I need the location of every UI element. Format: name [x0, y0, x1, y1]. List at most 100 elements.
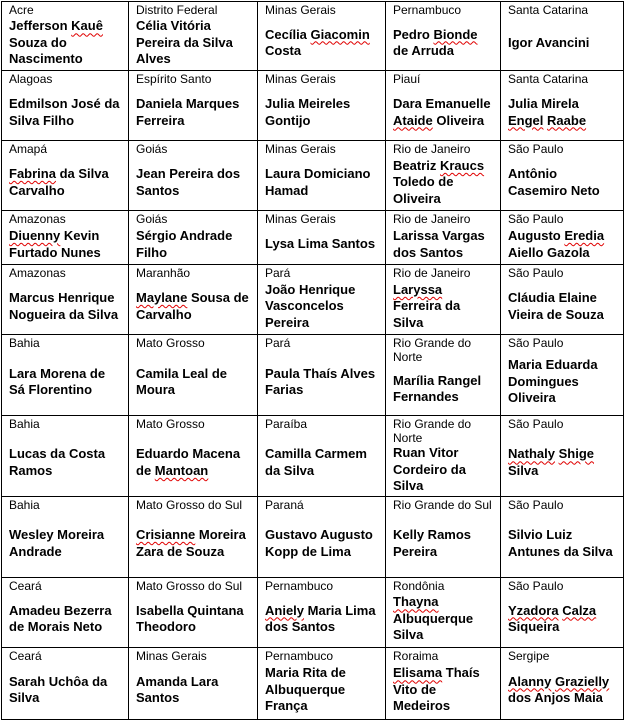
spellcheck-flagged-word[interactable]: Grazielly [554, 673, 610, 689]
cell-content: São Paulo Nathaly Shige Silva [501, 416, 623, 496]
person-name: Antônio Casemiro Neto [508, 156, 617, 210]
person-name-text: Larissa Vargas dos Santos [393, 228, 485, 260]
spellcheck-flagged-word[interactable]: Kauê [71, 18, 103, 34]
cell-content: Mato Grosso Camila Leal de Moura [129, 335, 257, 415]
person-name-text: Ruan Vitor Cordeiro da Silva [393, 445, 466, 493]
spellcheck-flagged-word[interactable]: Alanny [508, 673, 552, 689]
person-name: Gustavo Augusto Kopp de Lima [265, 512, 379, 577]
cell-content: São Paulo Augusto Eredia Aiello Gazola [501, 211, 623, 264]
state-label: Minas Gerais [136, 648, 207, 663]
state-label: São Paulo [508, 417, 564, 431]
spellcheck-flagged-word[interactable]: Mantoan [154, 462, 209, 478]
cell-content: Pernambuco Aniely Maria Lima dos Santos [258, 578, 385, 647]
cell-content: Distrito Federal Célia Vitória Pereira da… [129, 2, 257, 70]
state-label: Goiás [136, 142, 168, 156]
table-cell: Paraná Gustavo Augusto Kopp de Lima [257, 495, 386, 578]
cell-content: Minas Gerais Julia Meireles Gontijo [258, 71, 385, 140]
cell-content: Ceará Amadeu Bezerra de Morais Neto [2, 578, 128, 647]
person-name-text: Eduardo Macena de Mantoan [136, 446, 241, 478]
person-name: Daniela Marques Ferreira [136, 86, 251, 140]
person-name: Isabella Quintana Theodoro [136, 593, 251, 647]
person-name-text: Marcus Henrique Nogueira da Silva [9, 290, 119, 322]
cell-content: São Paulo Maria Eduarda Domingues Oliveir… [501, 335, 623, 415]
table-row: Bahia Lucas da Costa Ramos Mato Grosso Edua… [1, 415, 624, 497]
state-label: Acre [9, 3, 34, 17]
spellcheck-flagged-word[interactable]: Eredia [564, 228, 605, 243]
spellcheck-flagged-word[interactable]: Maylane [136, 290, 188, 305]
spellcheck-flagged-word[interactable]: Elisama [393, 665, 443, 681]
cell-content: Minas Gerais Laura Domiciano Hamad [258, 141, 385, 210]
person-name: Célia Vitória Pereira da Silva Alves [136, 17, 251, 70]
state-label: Rio de Janeiro [393, 266, 471, 280]
state-label: Espírito Santo [136, 72, 212, 86]
table-cell: Pernambuco Maria Rita de Albuquerque Fran… [257, 646, 386, 720]
cell-content: Amazonas Marcus Henrique Nogueira da Silv… [2, 265, 128, 334]
cell-content: Rio de Janeiro Laryssa Ferreira da Silva [386, 265, 500, 334]
spellcheck-flagged-word[interactable]: Crisianne [136, 527, 196, 542]
table-cell: Amazonas Marcus Henrique Nogueira da Silv… [1, 264, 129, 335]
state-label: Distrito Federal [136, 3, 218, 17]
person-name: Edmilson José da Silva Filho [9, 86, 122, 140]
cell-content: Amapá Fabrina da Silva Carvalho [2, 141, 128, 210]
person-name: Camilla Carmem da Silva [265, 431, 379, 496]
table-row: Bahia Lara Morena de Sá Florentino Mato Gr… [1, 334, 624, 416]
spellcheck-flagged-word[interactable]: Laryssa [393, 281, 443, 297]
person-name-text: Aniely Maria Lima dos Santos [265, 602, 376, 635]
person-name-text: Maylane Sousa de Carvalho [136, 290, 249, 322]
spellcheck-flagged-word[interactable]: Nathaly [508, 446, 555, 462]
person-name-text: Lara Morena de Sá Florentino [9, 365, 106, 398]
spellcheck-flagged-word[interactable]: Ataide [393, 112, 433, 128]
person-name-text: Beatriz Kraucs Toledo de Oliveira [393, 157, 485, 206]
table-cell: Maranhão Maylane Sousa de Carvalho [128, 264, 258, 335]
person-name: Amadeu Bezerra de Morais Neto [9, 593, 122, 647]
table-cell: Ceará Sarah Uchôa da Silva [1, 646, 129, 720]
state-label: Paraná [265, 497, 304, 512]
spellcheck-flagged-word[interactable]: Raabe [547, 112, 587, 128]
cell-content: Rio Grande do Norte Marília Rangel Fernan… [386, 335, 500, 415]
person-name-text: Camila Leal de Moura [136, 365, 228, 398]
table-cell: Goiás Sérgio Andrade Filho [128, 210, 258, 265]
table-cell: Pernambuco Pedro Bionde de Arruda [385, 1, 501, 71]
cell-content: Goiás Jean Pereira dos Santos [129, 141, 257, 210]
table-cell: Rio Grande do Norte Ruan Vitor Cordeiro d… [385, 415, 501, 497]
state-label: Amazonas [9, 212, 66, 226]
spellcheck-flagged-word[interactable]: Diuenny [9, 228, 61, 243]
state-label: Bahia [9, 497, 40, 512]
table-cell: Paraíba Camilla Carmem da Silva [257, 415, 386, 497]
table-cell: Distrito Federal Célia Vitória Pereira da… [128, 1, 258, 71]
person-name-text: Sérgio Andrade Filho [136, 228, 233, 260]
spellcheck-flagged-word[interactable]: Kraucs [439, 157, 485, 173]
spellcheck-flagged-word[interactable]: Shige [558, 446, 594, 462]
state-label: Pará [265, 336, 291, 350]
table-row: Alagoas Edmilson José da Silva Filho Espír… [1, 70, 624, 141]
person-name-text: Fabrina da Silva Carvalho [9, 166, 109, 198]
spellcheck-flagged-word[interactable]: Engel [508, 112, 544, 128]
state-label: Minas Gerais [265, 212, 336, 226]
state-label: Santa Catarina [508, 3, 589, 17]
spellcheck-flagged-word[interactable]: Calza [562, 602, 597, 618]
person-name: Augusto Eredia Aiello Gazola [508, 226, 617, 264]
cell-content: Ceará Sarah Uchôa da Silva [2, 648, 128, 719]
spellcheck-flagged-word[interactable]: Thayna [393, 594, 439, 610]
spellcheck-flagged-word[interactable]: Yzadora [508, 602, 559, 618]
state-label: Pernambuco [265, 648, 334, 663]
person-name: Larissa Vargas dos Santos [393, 226, 494, 264]
table-cell: Amapá Fabrina da Silva Carvalho [1, 140, 129, 211]
table-cell: São Paulo Augusto Eredia Aiello Gazola [500, 210, 624, 265]
person-name-text: Laura Domiciano Hamad [265, 166, 371, 198]
person-name-text: Yzadora Calza Siqueira [508, 602, 597, 635]
state-label: Rio Grande do Norte [393, 336, 472, 364]
spellcheck-flagged-word[interactable]: Bionde [433, 26, 478, 42]
spellcheck-flagged-word[interactable]: Giacomin [310, 26, 370, 42]
person-name: João Henrique Vasconcelos Pereira [265, 280, 379, 334]
person-name-text: Laryssa Ferreira da Silva [393, 281, 461, 330]
spellcheck-flagged-word[interactable]: Fabrina [9, 166, 56, 181]
table-cell: São Paulo Antônio Casemiro Neto [500, 140, 624, 211]
person-name-text: Kelly Ramos Pereira [393, 527, 472, 559]
person-name: Fabrina da Silva Carvalho [9, 156, 122, 210]
cell-content: Piauí Dara Emanuelle Ataide Oliveira [386, 71, 500, 140]
spellcheck-flagged-word[interactable]: Aniely [265, 602, 305, 618]
person-name: Sérgio Andrade Filho [136, 226, 251, 264]
state-label: Roraima [393, 648, 439, 663]
